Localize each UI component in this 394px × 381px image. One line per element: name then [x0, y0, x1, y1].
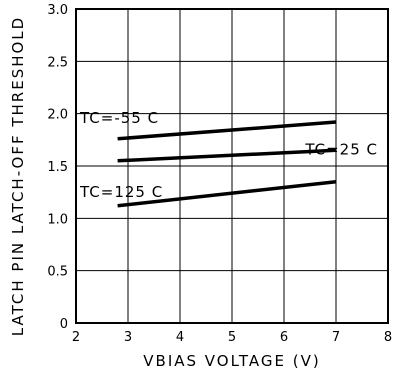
x-tick-label: 5 [228, 330, 236, 345]
y-axis-title: LATCH PIN LATCH-OFF THRESHOLD [9, 16, 27, 336]
series-line-2 [117, 148, 337, 163]
y-tick-label: 1.5 [47, 160, 68, 175]
y-tick-label: 1.0 [47, 212, 68, 227]
x-tick-label: 4 [176, 330, 184, 345]
series-line-3 [117, 179, 337, 208]
y-tick-label: 2.5 [47, 55, 68, 70]
series-line-1 [117, 120, 337, 141]
y-tick-label: 2.0 [47, 108, 68, 123]
plot-frame [75, 8, 389, 324]
series-lines [117, 120, 337, 208]
x-axis-title: VBIAS VOLTAGE (V) [143, 352, 320, 370]
x-tick-labels: 2 3 4 5 6 7 8 [72, 330, 392, 345]
x-tick-label: 2 [72, 330, 80, 345]
y-tick-labels: 0 0.5 1.0 1.5 2.0 2.5 3.0 [47, 3, 68, 332]
series-label-1: TC=-55 C [79, 109, 159, 127]
y-tick-label: 3.0 [47, 3, 68, 18]
grid [76, 9, 388, 323]
x-tick-label: 8 [384, 330, 392, 345]
y-tick-label: 0 [60, 317, 68, 332]
x-tick-label: 7 [332, 330, 340, 345]
series-labels: TC=-55 C TC=25 C TC=125 C [79, 109, 378, 201]
x-tick-label: 3 [124, 330, 132, 345]
x-tick-label: 6 [280, 330, 288, 345]
series-label-3: TC=125 C [79, 183, 163, 201]
y-tick-label: 0.5 [47, 265, 68, 280]
series-label-2: TC=25 C [304, 140, 378, 158]
